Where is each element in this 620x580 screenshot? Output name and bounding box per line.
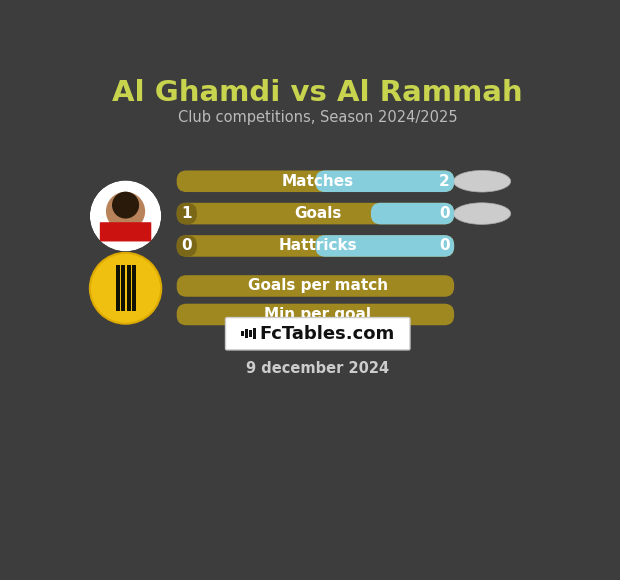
- Circle shape: [90, 253, 161, 324]
- FancyBboxPatch shape: [177, 203, 454, 224]
- FancyBboxPatch shape: [177, 275, 454, 297]
- FancyBboxPatch shape: [177, 235, 197, 257]
- FancyBboxPatch shape: [100, 222, 151, 241]
- Text: Al Ghamdi vs Al Rammah: Al Ghamdi vs Al Rammah: [112, 79, 523, 107]
- Text: Min per goal: Min per goal: [264, 307, 371, 322]
- Text: 0: 0: [182, 238, 192, 253]
- FancyBboxPatch shape: [316, 171, 454, 192]
- Text: Goals per match: Goals per match: [247, 278, 388, 293]
- Text: Hattricks: Hattricks: [278, 238, 357, 253]
- Text: 1: 1: [182, 206, 192, 221]
- Text: Club competitions, Season 2024/2025: Club competitions, Season 2024/2025: [178, 110, 458, 125]
- FancyBboxPatch shape: [245, 329, 248, 338]
- Text: 2: 2: [439, 174, 450, 188]
- FancyBboxPatch shape: [116, 265, 120, 311]
- Text: 0: 0: [439, 238, 450, 253]
- FancyBboxPatch shape: [371, 203, 454, 224]
- FancyBboxPatch shape: [241, 331, 244, 336]
- Text: 0: 0: [439, 206, 450, 221]
- Circle shape: [90, 180, 161, 251]
- Text: Matches: Matches: [281, 174, 354, 188]
- Text: 9 december 2024: 9 december 2024: [246, 361, 389, 376]
- Text: Goals: Goals: [294, 206, 342, 221]
- FancyBboxPatch shape: [177, 203, 197, 224]
- Text: FcTables.com: FcTables.com: [260, 325, 395, 343]
- Circle shape: [112, 191, 139, 219]
- FancyBboxPatch shape: [316, 235, 454, 257]
- FancyBboxPatch shape: [226, 317, 410, 350]
- Circle shape: [106, 192, 145, 231]
- FancyBboxPatch shape: [253, 328, 255, 339]
- FancyBboxPatch shape: [122, 265, 125, 311]
- FancyBboxPatch shape: [132, 265, 136, 311]
- FancyBboxPatch shape: [177, 171, 454, 192]
- FancyBboxPatch shape: [177, 235, 454, 257]
- Ellipse shape: [453, 171, 511, 192]
- Ellipse shape: [453, 203, 511, 224]
- FancyBboxPatch shape: [177, 304, 454, 325]
- FancyBboxPatch shape: [249, 330, 252, 337]
- FancyBboxPatch shape: [126, 265, 131, 311]
